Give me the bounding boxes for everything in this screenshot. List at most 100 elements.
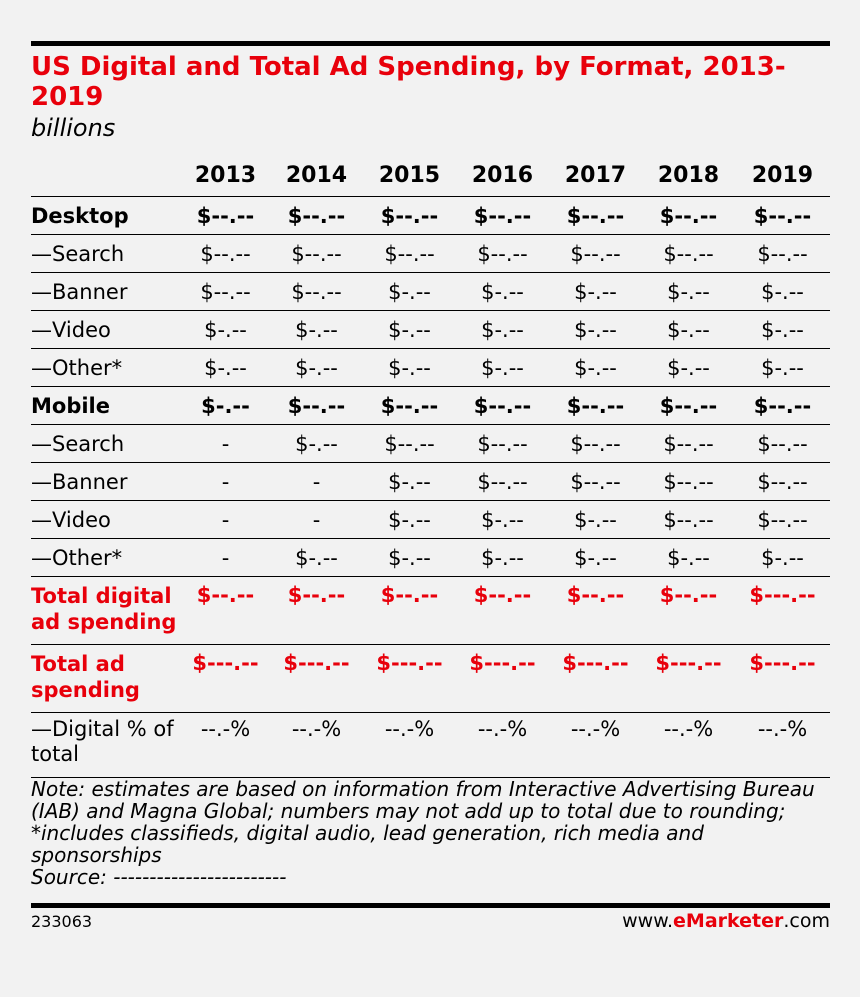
- column-header-2013: 2013: [181, 154, 270, 197]
- table-cell: $---.--: [363, 644, 456, 713]
- table-cell: $--.--: [549, 196, 642, 235]
- row-label: —Video: [31, 500, 181, 539]
- table-cell: $-.--: [270, 348, 363, 387]
- table-cell: $-.--: [270, 538, 363, 577]
- table-row: —Search $--.-- $--.-- $--.-- $--.-- $--.-- $--…: [31, 234, 830, 273]
- table-cell: $-.--: [363, 272, 456, 311]
- table-cell: $--.--: [456, 576, 549, 645]
- table-cell: $-.--: [549, 348, 642, 387]
- table-row: —Video $-.-- $-.-- $-.-- $-.-- $-.-- $-.-- $-.-…: [31, 310, 830, 349]
- table-row: Total ad spending $---.-- $---.-- $---.-- $-…: [31, 644, 830, 713]
- table-cell: $---.--: [456, 644, 549, 713]
- table-cell: $-.--: [456, 272, 549, 311]
- row-label: Total digital ad spending: [31, 576, 181, 645]
- table-cell: $-.--: [181, 386, 270, 425]
- table-cell: -: [181, 538, 270, 577]
- table-cell: -: [270, 462, 363, 501]
- table-cell: $-.--: [549, 272, 642, 311]
- table-cell: $--.--: [270, 386, 363, 425]
- table-cell: $--.--: [735, 234, 830, 273]
- table-cell: --.-%: [735, 712, 830, 778]
- note-text: Note: estimates are based on information…: [31, 777, 815, 867]
- row-label: —Other*: [31, 348, 181, 387]
- table-cell: $-.--: [642, 272, 735, 311]
- row-label: —Video: [31, 310, 181, 349]
- table-cell: --.-%: [363, 712, 456, 778]
- table-cell: $---.--: [270, 644, 363, 713]
- table-row: —Banner - - $-.-- $--.-- $--.-- $--.-- $--.--: [31, 462, 830, 501]
- table-cell: $--.--: [549, 576, 642, 645]
- table-cell: $-.--: [181, 310, 270, 349]
- table-cell: $---.--: [735, 576, 830, 645]
- table-cell: $--.--: [642, 462, 735, 501]
- column-header-2014: 2014: [270, 154, 363, 197]
- row-label: —Search: [31, 424, 181, 463]
- top-rule: [31, 41, 830, 46]
- table-cell: $--.--: [363, 576, 456, 645]
- column-header-2016: 2016: [456, 154, 549, 197]
- column-header-2015: 2015: [363, 154, 456, 197]
- table-cell: $-.--: [735, 348, 830, 387]
- table-cell: $--.--: [181, 234, 270, 273]
- table-cell: $-.--: [642, 348, 735, 387]
- data-table: 2013 2014 2015 2016 2017 2018 2019 Desktop $--.…: [31, 154, 830, 778]
- table-cell: $--.--: [363, 196, 456, 235]
- table-cell: $--.--: [642, 386, 735, 425]
- table-cell: --.-%: [270, 712, 363, 778]
- row-label: —Other*: [31, 538, 181, 577]
- table-cell: $--.--: [181, 576, 270, 645]
- table-cell: $---.--: [181, 644, 270, 713]
- table-cell: $-.--: [456, 538, 549, 577]
- table-row: —Digital % of total --.-% --.-% --.-% --.-% -…: [31, 712, 830, 778]
- table-cell: --.-%: [549, 712, 642, 778]
- table-cell: -: [270, 500, 363, 539]
- table-cell: $--.--: [270, 576, 363, 645]
- table-cell: $-.--: [363, 538, 456, 577]
- column-header-2017: 2017: [549, 154, 642, 197]
- table-cell: -: [181, 424, 270, 463]
- table-cell: $--.--: [456, 424, 549, 463]
- table-cell: $--.--: [735, 196, 830, 235]
- table-cell: -: [181, 462, 270, 501]
- table-cell: $-.--: [181, 348, 270, 387]
- footnote: Note: estimates are based on information…: [31, 778, 831, 888]
- brand-suffix: .com: [783, 910, 830, 932]
- table-cell: $-.--: [363, 310, 456, 349]
- table-cell: $--.--: [363, 234, 456, 273]
- table-cell: --.-%: [642, 712, 735, 778]
- table-row: —Other* $-.-- $-.-- $-.-- $-.-- $-.-- $-.-- $-.…: [31, 348, 830, 387]
- table-cell: $--.--: [181, 272, 270, 311]
- bottom-rule: [31, 903, 830, 908]
- table-cell: $--.--: [642, 424, 735, 463]
- brand-link[interactable]: www.eMarketer.com: [622, 910, 830, 932]
- table-cell: $--.--: [549, 386, 642, 425]
- table-cell: $-.--: [735, 310, 830, 349]
- table-row: —Video - - $-.-- $-.-- $-.-- $--.-- $--.--: [31, 500, 830, 539]
- table-cell: $-.--: [270, 424, 363, 463]
- table-cell: $-.--: [549, 538, 642, 577]
- table-cell: $--.--: [549, 462, 642, 501]
- table-cell: $--.--: [270, 234, 363, 273]
- table-cell: $--.--: [549, 424, 642, 463]
- row-label: Total ad spending: [31, 644, 181, 713]
- row-label: —Search: [31, 234, 181, 273]
- table-cell: $--.--: [456, 234, 549, 273]
- table-row: —Search - $-.-- $--.-- $--.-- $--.-- $--.-- $--…: [31, 424, 830, 463]
- table-cell: $--.--: [642, 576, 735, 645]
- row-label: —Banner: [31, 272, 181, 311]
- table-row: Total digital ad spending $--.-- $--.-- $--…: [31, 576, 830, 645]
- table-cell: $---.--: [549, 644, 642, 713]
- table-cell: $-.--: [642, 310, 735, 349]
- table-cell: $--.--: [270, 272, 363, 311]
- row-label: —Digital % of total: [31, 712, 181, 778]
- table-cell: $--.--: [363, 424, 456, 463]
- header-row: 2013 2014 2015 2016 2017 2018 2019: [31, 154, 830, 197]
- table-cell: -: [181, 500, 270, 539]
- table-cell: $--.--: [270, 196, 363, 235]
- table-cell: --.-%: [181, 712, 270, 778]
- table-cell: $-.--: [456, 500, 549, 539]
- row-label: Desktop: [31, 196, 181, 235]
- table-cell: $--.--: [735, 424, 830, 463]
- table-cell: $--.--: [642, 234, 735, 273]
- table-cell: $--.--: [363, 386, 456, 425]
